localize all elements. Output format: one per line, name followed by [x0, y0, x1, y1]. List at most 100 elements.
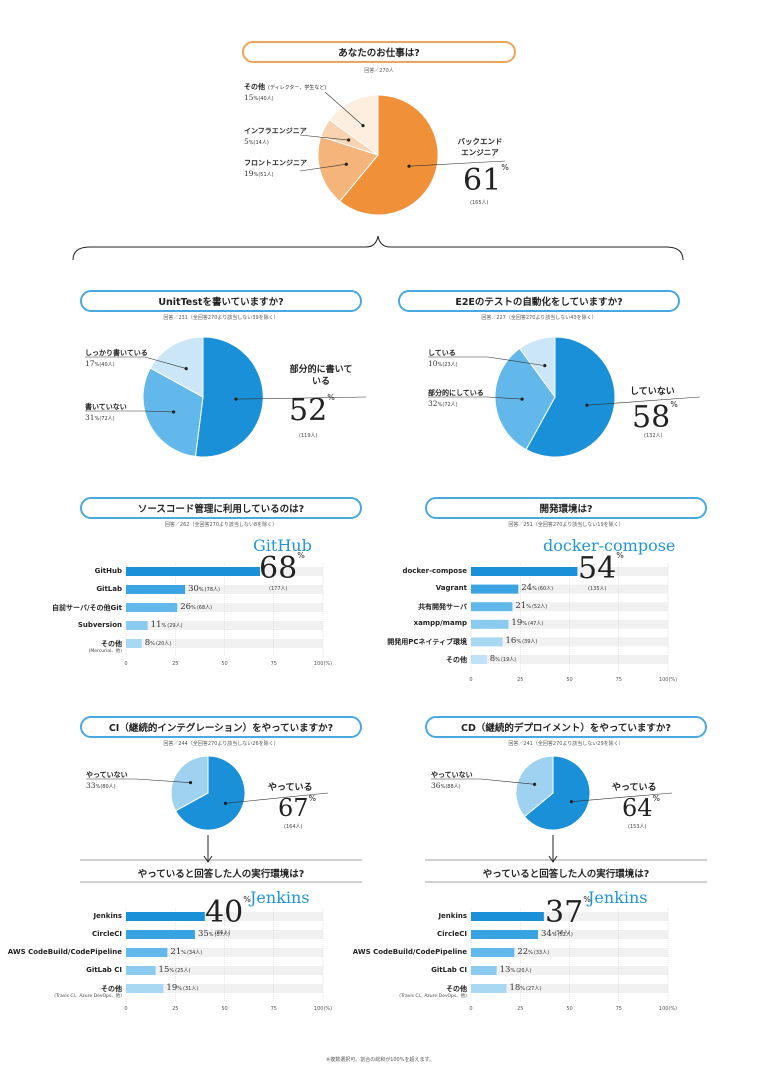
- category-label: GitLab CI: [86, 965, 122, 974]
- bar-count: (25人): [175, 967, 191, 974]
- bar-value-number: 8: [489, 653, 496, 664]
- bar-value-number: 19: [511, 618, 523, 629]
- leader-dot: [223, 801, 228, 805]
- bar-value-number: 26: [180, 601, 192, 612]
- leader-dot: [407, 164, 411, 168]
- category-sublabel: (Travis CI、Azure DevOps、他): [54, 993, 122, 999]
- slice-value: 19%(51人): [244, 169, 274, 178]
- big-percent-value: 37: [545, 895, 584, 930]
- bar-value-number: 11: [150, 619, 162, 630]
- x-tick-label: 0: [469, 676, 473, 683]
- category-label: CircleCI: [91, 929, 122, 938]
- slice-count: (14人): [253, 140, 269, 146]
- respondent-note: 回答／244（全回答270より該当しない26を除く）: [163, 741, 279, 747]
- slice-value: 32%(72人): [428, 399, 458, 408]
- percent-unit: %: [551, 931, 557, 938]
- bar-value-number: 19: [166, 982, 178, 993]
- respondent-note: 回答／270人: [364, 68, 394, 74]
- slice-count: (72人): [99, 416, 115, 422]
- bar-count: (78人): [204, 586, 220, 593]
- slice-count: (40人): [258, 96, 274, 102]
- bar-value: 11%(29人): [151, 620, 183, 630]
- category-label: Vagrant: [435, 584, 467, 593]
- category-label: CircleCI: [436, 929, 467, 938]
- x-tick-label: 75: [615, 1006, 622, 1012]
- slice-count: (51人): [258, 172, 274, 178]
- leader-line: [85, 356, 187, 369]
- respondent-note: 回答／262（全回答270より該当しない8を除く）: [164, 522, 278, 528]
- leader-line: [299, 134, 349, 141]
- x-tick-label: 75: [270, 661, 277, 667]
- slice-label: やっている: [268, 783, 313, 793]
- percent-unit: %: [243, 895, 251, 904]
- leader-dot: [361, 123, 365, 128]
- slice-value-number: 17: [85, 359, 95, 368]
- slice-label: 部分的に書いている: [289, 365, 353, 387]
- x-tick-label: 50: [566, 676, 573, 683]
- bar-count: (57人): [214, 931, 230, 938]
- bar-count: (68人): [196, 604, 213, 611]
- bar-count: (39人): [522, 638, 538, 645]
- chart-title: あなたのお仕事は?: [242, 41, 516, 63]
- slice-label: している: [428, 349, 456, 357]
- percent-unit: %: [670, 400, 678, 409]
- pie-slice: [494, 347, 556, 451]
- respondent-note: 回答／231（全回答270より該当しない39を除く）: [163, 315, 279, 321]
- bar: [126, 930, 195, 939]
- chart-title: E2Eのテストの自動化をしていますか?: [398, 290, 680, 312]
- bar-value: 19%(31人): [166, 983, 198, 993]
- slice-label: 部分的にしている: [428, 389, 484, 397]
- bar-value: 16%(39人): [506, 636, 538, 646]
- x-tick-label: 75: [615, 676, 622, 683]
- big-percent: 67%: [278, 794, 316, 822]
- percent-unit: %: [94, 416, 100, 422]
- bar-value: 18%(27人): [509, 983, 541, 993]
- highlight-label: Jenkins: [250, 888, 310, 907]
- bar-value: 19%(47人): [511, 618, 543, 628]
- slice-value-number: 19: [244, 169, 254, 178]
- category-label: AWS CodeBuild/CodePipeline: [7, 947, 122, 956]
- big-percent-value: 61: [463, 163, 502, 198]
- highlight-label: docker-compose: [543, 536, 676, 555]
- leader-dot: [171, 410, 176, 414]
- slice-sublabel: (ディレクター、学生など): [268, 85, 327, 91]
- percent-unit: %: [526, 603, 531, 610]
- bar-value: 13%(20人): [500, 965, 532, 975]
- bar-count: (66人): [215, 930, 231, 936]
- slice-count: (153人): [628, 824, 647, 830]
- bar-value-number: 8: [144, 637, 151, 648]
- leader-line: [324, 91, 364, 126]
- percent-unit: %: [528, 949, 533, 956]
- leader-line: [586, 396, 701, 406]
- big-percent: 64%: [622, 794, 660, 822]
- bar-value: 8%(20人): [145, 638, 171, 648]
- bar: [471, 637, 503, 647]
- percent-unit: %: [440, 784, 446, 790]
- bar-value-number: 18: [509, 982, 521, 993]
- bar: [126, 585, 186, 594]
- slice-value: 17%(40人): [85, 359, 115, 368]
- slice-count: (132人): [644, 433, 663, 439]
- bar-value-number: 35: [197, 928, 209, 939]
- x-tick-label: 50: [566, 1006, 573, 1012]
- slice-label: やっていない: [86, 771, 128, 779]
- bar: [471, 602, 513, 612]
- leader-line: [571, 792, 673, 802]
- slice-value-number: 32: [428, 399, 438, 408]
- bar: [471, 948, 515, 957]
- percent-unit: %: [297, 551, 305, 560]
- slice-label: していない: [630, 387, 675, 397]
- percent-unit: %: [253, 172, 259, 178]
- bar-value: 35%(57人): [198, 929, 230, 939]
- slice-label: やっている: [612, 783, 657, 793]
- leader-line: [428, 356, 545, 366]
- percent-unit: %: [501, 163, 509, 172]
- bar-value: 34%(52人): [541, 929, 573, 939]
- bar-value-number: 30: [188, 583, 199, 594]
- bar-track: [471, 619, 668, 629]
